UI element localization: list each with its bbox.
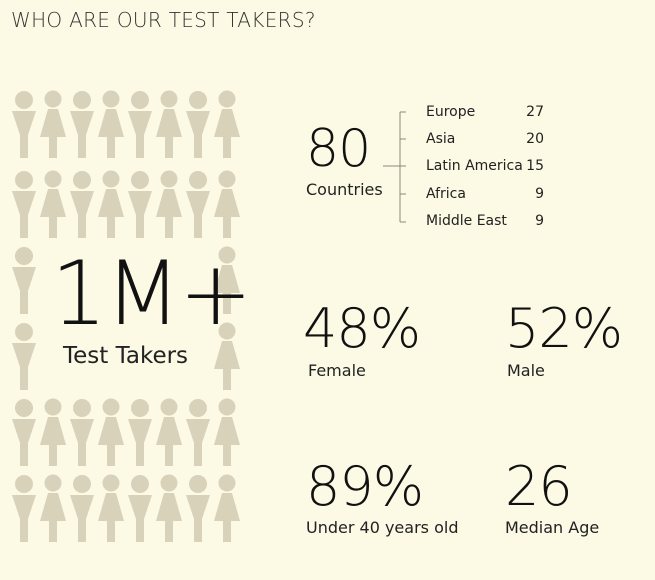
countries-label: Countries xyxy=(306,180,383,199)
person-figure-icon xyxy=(156,474,182,542)
countries-value: 80 xyxy=(306,119,371,179)
person-figure-icon xyxy=(12,91,36,158)
person-figure-icon xyxy=(128,171,152,238)
female-label: Female xyxy=(308,361,366,380)
total-test-takers-value: 1M+ xyxy=(51,242,253,345)
person-figure-icon xyxy=(70,91,94,158)
person-figure-icon xyxy=(186,171,210,238)
person-figure-icon xyxy=(70,475,94,542)
person-figure-icon xyxy=(156,90,182,158)
person-figure-icon xyxy=(98,474,124,542)
person-figure-icon xyxy=(214,398,240,466)
female-percent-value: 48% xyxy=(303,297,421,360)
person-figure-icon xyxy=(214,474,240,542)
person-figure-icon xyxy=(214,170,240,238)
region-count-africa: 9 xyxy=(535,186,544,202)
person-figure-icon xyxy=(156,170,182,238)
region-name-asia: Asia xyxy=(426,131,456,147)
person-figure-icon xyxy=(40,474,66,542)
median-age-value: 26 xyxy=(505,455,573,518)
person-figure-icon xyxy=(40,398,66,466)
region-name-latin-america: Latin America xyxy=(426,158,523,174)
person-figure-icon xyxy=(156,398,182,466)
person-figure-icon xyxy=(12,475,36,542)
person-figure-icon xyxy=(12,323,36,390)
regions-bracket xyxy=(383,111,406,223)
region-name-europe: Europe xyxy=(426,104,476,120)
person-figure-icon xyxy=(12,171,36,238)
person-figure-icon xyxy=(186,91,210,158)
region-count-middle-east: 9 xyxy=(535,213,544,229)
median-age-label: Median Age xyxy=(505,518,600,537)
person-figure-icon xyxy=(128,475,152,542)
person-figure-icon xyxy=(40,90,66,158)
person-figure-icon xyxy=(70,399,94,466)
region-count-latin-america: 15 xyxy=(526,158,544,174)
total-test-takers-label: Test Takers xyxy=(63,343,189,369)
person-figure-icon xyxy=(128,399,152,466)
person-figure-icon xyxy=(40,170,66,238)
region-count-europe: 27 xyxy=(526,104,544,120)
person-figure-icon xyxy=(214,90,240,158)
male-percent-value: 52% xyxy=(505,297,623,360)
person-figure-icon xyxy=(70,171,94,238)
person-figure-icon xyxy=(12,247,36,314)
person-figure-icon xyxy=(186,475,210,542)
person-figure-icon xyxy=(12,399,36,466)
page-title: WHO ARE OUR TEST TAKERS? xyxy=(11,8,316,32)
under-40-label: Under 40 years old xyxy=(306,518,459,537)
person-figure-icon xyxy=(98,170,124,238)
person-figure-icon xyxy=(98,90,124,158)
person-figure-icon xyxy=(128,91,152,158)
region-count-asia: 20 xyxy=(526,131,544,147)
region-name-middle-east: Middle East xyxy=(426,213,507,229)
male-label: Male xyxy=(507,361,545,380)
person-figure-icon xyxy=(186,399,210,466)
under-40-percent-value: 89% xyxy=(306,455,424,518)
person-figure-icon xyxy=(98,398,124,466)
region-name-africa: Africa xyxy=(426,186,466,202)
